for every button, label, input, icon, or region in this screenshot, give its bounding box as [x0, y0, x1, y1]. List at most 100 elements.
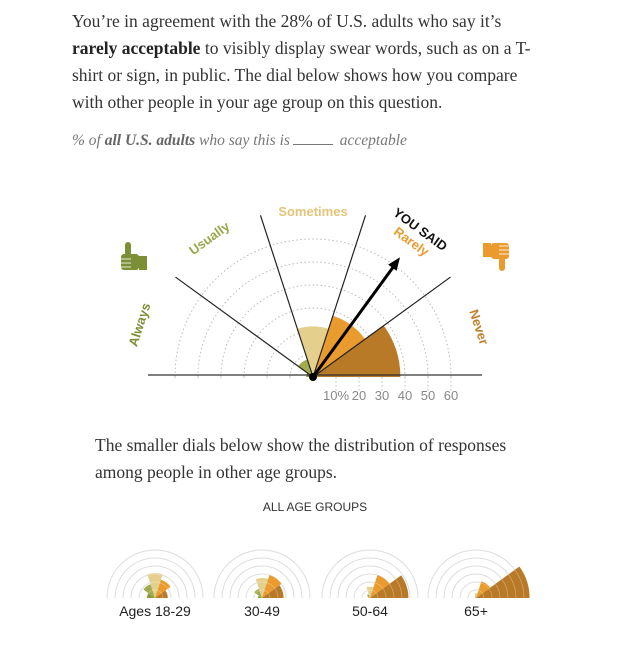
- small-grid-ring: [106, 549, 204, 599]
- age-group-label: 30-49: [244, 603, 280, 619]
- axis-tick-label: 50: [421, 388, 435, 403]
- small-sector-usually: [143, 584, 155, 598]
- small-inner-ring: [255, 590, 260, 594]
- small-inner-ring: [501, 578, 509, 599]
- small-sector-never: [370, 575, 409, 598]
- small-sector-usually: [474, 596, 476, 598]
- small-inner-ring: [266, 582, 276, 589]
- subtitle-post: acceptable: [335, 132, 407, 149]
- axis-tick-label: 30: [375, 388, 389, 403]
- small-inner-ring: [508, 574, 517, 599]
- small-grid-ring: [213, 549, 311, 599]
- small-sector-sometimes: [255, 578, 269, 598]
- subtitle-mid: who say this is: [195, 132, 290, 149]
- sector-sometimes: [297, 326, 329, 377]
- grid-ring: [174, 238, 452, 378]
- small-sector-sometimes: [474, 593, 478, 598]
- small-sector-always: [147, 593, 155, 598]
- intro-part2: to visibly display swear words, such as …: [72, 38, 531, 112]
- small-grid-ring: [114, 557, 196, 599]
- intro-bold: rarely acceptable: [72, 38, 201, 58]
- small-sector-always: [368, 597, 370, 598]
- small-inner-ring: [256, 581, 268, 584]
- small-inner-ring: [482, 593, 485, 599]
- category-label-never: Never: [466, 308, 491, 347]
- cuff: [483, 243, 491, 257]
- small-grid-ring: [221, 557, 303, 599]
- age-group-label: 65+: [464, 603, 488, 619]
- grid-ring: [220, 284, 406, 378]
- small-inner-ring: [480, 582, 490, 589]
- subtitle-pre: % of: [72, 132, 105, 149]
- small-inner-ring: [157, 590, 162, 594]
- you-said-arrow: [311, 262, 398, 378]
- small-inner-ring: [376, 593, 379, 599]
- small-inner-ring: [147, 573, 163, 576]
- small-grid-ring: [329, 557, 411, 599]
- category-label-sometimes: Sometimes: [278, 204, 347, 219]
- small-sector-sometimes: [147, 573, 163, 598]
- grid-ring: [289, 353, 337, 378]
- small-inner-ring: [514, 569, 525, 599]
- chart-subtitle: % of all U.S. adults who say this is acc…: [72, 132, 407, 150]
- small-sector-rarely: [262, 575, 282, 598]
- small-inner-ring: [372, 590, 377, 594]
- axis-tick-label: 10%: [323, 388, 349, 403]
- small-sector-never: [262, 585, 284, 598]
- small-inner-ring: [495, 583, 501, 599]
- small-sector-usually: [254, 588, 262, 598]
- axis-tick-label: 40: [398, 388, 412, 403]
- small-sector-usually: [366, 594, 370, 598]
- fist: [491, 243, 509, 259]
- small-inner-ring: [148, 590, 153, 594]
- small-inner-ring: [488, 588, 493, 599]
- small-sector-rarely: [370, 575, 390, 598]
- sector-never: [313, 325, 401, 377]
- axis-tick-label: 20: [352, 388, 366, 403]
- all-age-groups-label: ALL AGE GROUPS: [262, 500, 368, 514]
- small-sector-rarely: [155, 579, 171, 598]
- paragraph-2: The smaller dials below show the distrib…: [95, 435, 507, 482]
- intro-part1: You’re in agreement with the 28% of U.S.…: [72, 11, 502, 31]
- small-grid-ring: [321, 549, 419, 599]
- thumb: [499, 257, 505, 271]
- subtitle-bold: all U.S. adults: [104, 132, 196, 149]
- small-inner-ring: [478, 590, 483, 594]
- small-inner-ring: [374, 582, 384, 589]
- small-grid-ring: [229, 565, 295, 599]
- fist: [121, 254, 139, 270]
- small-sector-never: [476, 566, 530, 598]
- category-label-always: Always: [125, 301, 153, 348]
- small-inner-ring: [264, 590, 269, 594]
- small-sector-never: [155, 590, 168, 598]
- thumbs-down-icon: [483, 243, 509, 271]
- small-grid-ring: [122, 565, 188, 599]
- sector-divider: [175, 276, 314, 378]
- small-inner-ring: [268, 593, 271, 599]
- small-inner-ring: [395, 578, 403, 599]
- sector-divider: [312, 276, 451, 378]
- small-inner-ring: [274, 588, 279, 599]
- thumb: [125, 242, 131, 256]
- sector-divider: [259, 215, 314, 378]
- small-inner-ring: [382, 588, 387, 599]
- small-sector-sometimes: [366, 586, 374, 598]
- small-inner-ring: [159, 582, 169, 589]
- age-group-label: Ages 18-29: [119, 603, 191, 619]
- small-sector-rarely: [476, 581, 491, 598]
- blank-line: [292, 144, 333, 145]
- category-label-usually: Usually: [186, 218, 233, 258]
- intro-text: You’re in agreement with the 28% of U.S.…: [72, 8, 542, 116]
- sector-divider: [312, 215, 367, 378]
- dial-pivot: [309, 373, 317, 381]
- small-inner-ring: [149, 581, 161, 584]
- small-sector-always: [258, 595, 262, 598]
- cuff: [139, 256, 147, 270]
- axis-tick-label: 60: [444, 388, 458, 403]
- sector-usually: [298, 359, 313, 377]
- age-group-label: 50-64: [352, 603, 388, 619]
- small-grid-ring: [237, 573, 287, 599]
- thumbs-up-icon: [121, 242, 147, 270]
